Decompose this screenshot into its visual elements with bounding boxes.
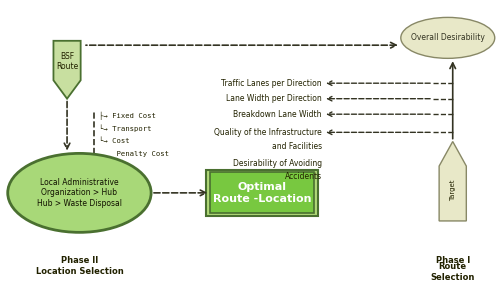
Polygon shape — [54, 41, 80, 99]
Text: Phase I: Phase I — [436, 256, 470, 265]
Text: Phase II: Phase II — [61, 256, 98, 265]
Text: BSF
Route: BSF Route — [56, 52, 78, 71]
Text: Penalty Cost: Penalty Cost — [99, 151, 169, 157]
Text: Desirability of Avoiding: Desirability of Avoiding — [232, 159, 322, 167]
Polygon shape — [439, 142, 466, 221]
Text: Location Selection: Location Selection — [36, 267, 124, 276]
Text: and Facilities: and Facilities — [272, 142, 322, 150]
Text: Route
Selection: Route Selection — [430, 262, 475, 282]
FancyBboxPatch shape — [210, 173, 314, 213]
Text: └→ Cost: └→ Cost — [99, 138, 130, 145]
Text: Local Administrative
Organization > Hub
Hub > Waste Disposal: Local Administrative Organization > Hub … — [37, 178, 122, 208]
Text: └→ Transport: └→ Transport — [99, 125, 152, 132]
Text: ├→ Fixed Cost: ├→ Fixed Cost — [99, 111, 156, 119]
Text: Lane Width per Direction: Lane Width per Direction — [226, 94, 322, 103]
Ellipse shape — [8, 153, 151, 232]
Text: Quality of the Infrastructure: Quality of the Infrastructure — [214, 128, 322, 137]
Text: Breakdown Lane Width: Breakdown Lane Width — [233, 110, 322, 119]
Ellipse shape — [401, 17, 495, 58]
FancyBboxPatch shape — [206, 170, 318, 216]
Text: Target: Target — [450, 179, 456, 201]
Text: Optimal
Route -Location: Optimal Route -Location — [213, 182, 312, 204]
Text: Traffic Lanes per Direction: Traffic Lanes per Direction — [221, 79, 322, 88]
Text: Accidents: Accidents — [284, 172, 322, 181]
Text: Overall Desirability: Overall Desirability — [411, 33, 484, 42]
